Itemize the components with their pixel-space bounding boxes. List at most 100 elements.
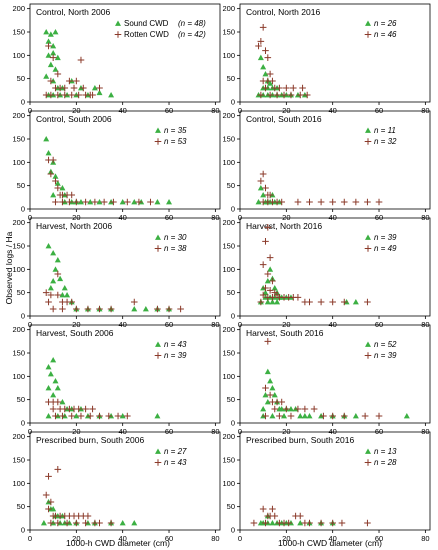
sound-point bbox=[96, 89, 103, 96]
rotten-point bbox=[84, 512, 92, 520]
y-tick-label: 150 bbox=[12, 456, 25, 465]
rotten-point bbox=[280, 91, 288, 99]
rotten-point bbox=[264, 270, 272, 278]
x-tick-label: 80 bbox=[211, 320, 219, 329]
sound-point bbox=[54, 54, 61, 61]
sound-point bbox=[131, 306, 138, 312]
rotten-point bbox=[73, 77, 80, 85]
sound-point bbox=[297, 413, 304, 419]
rotten-point bbox=[100, 198, 108, 206]
x-tick-label: 80 bbox=[421, 427, 429, 436]
rotten-point bbox=[89, 405, 96, 413]
rotten-point bbox=[96, 84, 103, 92]
panel-frame bbox=[239, 217, 431, 317]
sound-point bbox=[43, 29, 50, 35]
y-tick-label: 50 bbox=[227, 502, 235, 511]
x-tick-label: 40 bbox=[119, 320, 127, 329]
rotten-point bbox=[147, 198, 154, 206]
rotten-point bbox=[79, 84, 87, 92]
y-tick-label: 200 bbox=[222, 218, 235, 227]
rotten-point bbox=[361, 412, 369, 420]
x-tick-label: 40 bbox=[119, 427, 127, 436]
rotten-point bbox=[296, 512, 304, 520]
panel-frame bbox=[29, 3, 221, 103]
sound-point bbox=[50, 192, 57, 198]
rotten-point bbox=[259, 291, 267, 299]
rotten-point bbox=[177, 305, 184, 313]
sound-point bbox=[281, 413, 288, 419]
sound-point bbox=[108, 92, 115, 98]
sound-point bbox=[45, 413, 52, 419]
sound-point bbox=[142, 306, 149, 312]
rotten-point bbox=[114, 412, 122, 420]
panel-frame bbox=[29, 217, 221, 317]
rotten-point bbox=[266, 254, 274, 261]
rotten-point bbox=[59, 412, 66, 420]
y-tick-label: 200 bbox=[222, 325, 235, 334]
x-tick-label: 0 bbox=[238, 320, 242, 329]
x-axis-title-left: 1000-h CWD diameter (cm) bbox=[66, 538, 170, 548]
x-tick-label: 80 bbox=[211, 213, 219, 222]
rotten-point bbox=[61, 84, 69, 92]
y-tick-label: 50 bbox=[17, 74, 25, 83]
x-tick-label: 0 bbox=[238, 534, 242, 543]
rotten-point bbox=[266, 70, 274, 78]
x-tick-label: 0 bbox=[28, 427, 32, 436]
sound-point bbox=[59, 185, 66, 191]
sound-point bbox=[45, 364, 52, 370]
x-tick-label: 60 bbox=[375, 213, 383, 222]
n-rotten-label: n = 53 bbox=[164, 137, 187, 146]
sound-point bbox=[260, 64, 267, 70]
rotten-point bbox=[306, 298, 313, 306]
sound-point bbox=[40, 520, 47, 526]
rotten-point bbox=[329, 412, 336, 420]
rotten-point bbox=[130, 298, 138, 306]
rotten-point bbox=[264, 198, 272, 206]
rotten-point bbox=[262, 519, 269, 527]
y-tick-label: 150 bbox=[222, 28, 235, 37]
panel-9: 0 50 100 150 200 0 20 40 60 80 Prescribed burn, So… bbox=[12, 431, 221, 543]
legend-sound-marker bbox=[115, 20, 121, 26]
legend-rotten-marker bbox=[154, 352, 162, 359]
rotten-point bbox=[255, 42, 262, 50]
x-tick-label: 0 bbox=[28, 534, 32, 543]
legend-sound-marker bbox=[155, 448, 161, 454]
sound-point bbox=[57, 275, 64, 282]
y-tick-label: 50 bbox=[227, 288, 235, 297]
sound-point bbox=[50, 250, 57, 256]
y-tick-label: 0 bbox=[21, 526, 25, 535]
rotten-point bbox=[82, 198, 89, 206]
y-tick-label: 100 bbox=[222, 158, 235, 167]
rotten-point bbox=[52, 177, 59, 185]
sound-point bbox=[43, 73, 50, 79]
sound-point bbox=[119, 520, 126, 526]
rotten-point bbox=[49, 305, 57, 313]
panel-frame bbox=[239, 3, 431, 103]
rotten-point bbox=[338, 519, 346, 527]
panel-title: Harvest, North 2016 bbox=[246, 221, 322, 231]
rotten-point bbox=[49, 54, 57, 61]
panel-title: Harvest, North 2006 bbox=[36, 221, 112, 231]
rotten-point bbox=[45, 42, 52, 50]
sound-point bbox=[54, 257, 61, 263]
y-tick-label: 0 bbox=[231, 205, 235, 214]
rotten-point bbox=[259, 505, 267, 513]
sound-point bbox=[96, 199, 103, 205]
sound-point bbox=[45, 385, 52, 391]
x-tick-label: 20 bbox=[282, 320, 290, 329]
y-tick-label: 0 bbox=[231, 419, 235, 428]
rotten-point bbox=[283, 405, 290, 413]
x-tick-label: 60 bbox=[375, 534, 383, 543]
rotten-point bbox=[329, 198, 336, 206]
panel-title: Control, South 2016 bbox=[246, 114, 322, 124]
rotten-point bbox=[375, 412, 383, 420]
y-tick-label: 150 bbox=[12, 28, 25, 37]
n-rotten-label: n = 43 bbox=[164, 458, 187, 467]
n-rotten-label: n = 28 bbox=[374, 458, 397, 467]
legend-sound-marker bbox=[155, 234, 161, 240]
rotten-point bbox=[262, 384, 269, 392]
sound-point bbox=[267, 80, 274, 86]
y-tick-label: 0 bbox=[21, 205, 25, 214]
y-tick-label: 0 bbox=[21, 98, 25, 107]
x-tick-label: 60 bbox=[165, 427, 173, 436]
